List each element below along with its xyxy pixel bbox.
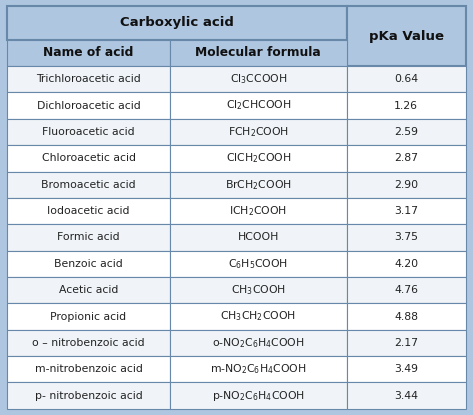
Text: o – nitrobenzoic acid: o – nitrobenzoic acid: [32, 338, 145, 348]
Text: p- nitrobenzoic acid: p- nitrobenzoic acid: [35, 391, 142, 400]
Bar: [7, 224, 170, 251]
Text: m-nitrobenzoic acid: m-nitrobenzoic acid: [35, 364, 142, 374]
Bar: [347, 303, 466, 330]
Text: CH$_3$COOH: CH$_3$COOH: [231, 283, 286, 297]
Bar: [7, 277, 170, 303]
Text: Acetic acid: Acetic acid: [59, 285, 118, 295]
Text: BrCH$_2$COOH: BrCH$_2$COOH: [225, 178, 292, 192]
Text: Trichloroacetic acid: Trichloroacetic acid: [36, 74, 141, 84]
Text: Cl$_3$CCOOH: Cl$_3$CCOOH: [229, 72, 287, 86]
Text: 3.17: 3.17: [394, 206, 418, 216]
Text: pKa Value: pKa Value: [369, 29, 444, 43]
Text: ClCH$_2$COOH: ClCH$_2$COOH: [226, 151, 291, 165]
Bar: [347, 6, 466, 66]
Bar: [170, 119, 347, 145]
Text: Dichloroacetic acid: Dichloroacetic acid: [37, 100, 140, 110]
Text: Propionic acid: Propionic acid: [51, 312, 127, 322]
Bar: [170, 277, 347, 303]
Bar: [7, 382, 170, 409]
Bar: [7, 93, 170, 119]
Bar: [7, 251, 170, 277]
Bar: [170, 303, 347, 330]
Text: 2.59: 2.59: [394, 127, 418, 137]
Bar: [7, 330, 170, 356]
Text: Formic acid: Formic acid: [57, 232, 120, 242]
Text: Iodoacetic acid: Iodoacetic acid: [47, 206, 130, 216]
Bar: [7, 66, 170, 93]
Text: 3.49: 3.49: [394, 364, 418, 374]
Text: Molecular formula: Molecular formula: [195, 46, 321, 59]
Bar: [347, 277, 466, 303]
Bar: [7, 356, 170, 382]
Text: HCOOH: HCOOH: [237, 232, 279, 242]
Text: 2.87: 2.87: [394, 153, 418, 164]
Bar: [347, 145, 466, 171]
Bar: [347, 330, 466, 356]
Text: Benzoic acid: Benzoic acid: [54, 259, 123, 269]
Bar: [347, 93, 466, 119]
Bar: [7, 198, 170, 224]
Bar: [170, 382, 347, 409]
Text: Chloroacetic acid: Chloroacetic acid: [42, 153, 136, 164]
Bar: [7, 6, 347, 40]
Bar: [170, 145, 347, 171]
Text: m-NO$_2$C$_6$H$_4$COOH: m-NO$_2$C$_6$H$_4$COOH: [210, 362, 307, 376]
Bar: [347, 356, 466, 382]
Text: FCH$_2$COOH: FCH$_2$COOH: [228, 125, 289, 139]
Text: Name of acid: Name of acid: [44, 46, 134, 59]
Text: 3.75: 3.75: [394, 232, 418, 242]
Bar: [347, 198, 466, 224]
Bar: [170, 356, 347, 382]
Text: C$_6$H$_5$COOH: C$_6$H$_5$COOH: [228, 257, 289, 271]
Bar: [347, 119, 466, 145]
Text: Fluoroacetic acid: Fluoroacetic acid: [42, 127, 135, 137]
Bar: [7, 40, 170, 66]
Bar: [7, 303, 170, 330]
Text: 4.88: 4.88: [394, 312, 418, 322]
Bar: [170, 224, 347, 251]
Text: 3.44: 3.44: [394, 391, 418, 400]
Text: o-NO$_2$C$_6$H$_4$COOH: o-NO$_2$C$_6$H$_4$COOH: [212, 336, 305, 350]
Bar: [170, 171, 347, 198]
Text: Cl$_2$CHCOOH: Cl$_2$CHCOOH: [226, 99, 291, 112]
Text: 2.90: 2.90: [394, 180, 418, 190]
Text: Carboxylic acid: Carboxylic acid: [120, 17, 234, 29]
Bar: [347, 66, 466, 93]
Text: 0.64: 0.64: [394, 74, 418, 84]
Bar: [7, 171, 170, 198]
Bar: [170, 93, 347, 119]
Bar: [170, 251, 347, 277]
Bar: [7, 119, 170, 145]
Bar: [347, 382, 466, 409]
Text: 4.20: 4.20: [394, 259, 418, 269]
Bar: [170, 198, 347, 224]
Bar: [170, 66, 347, 93]
Text: 4.76: 4.76: [394, 285, 418, 295]
Bar: [170, 40, 347, 66]
Text: 2.17: 2.17: [394, 338, 418, 348]
Bar: [347, 251, 466, 277]
Text: 1.26: 1.26: [394, 100, 418, 110]
Bar: [7, 145, 170, 171]
Bar: [347, 224, 466, 251]
Text: CH$_3$CH$_2$COOH: CH$_3$CH$_2$COOH: [220, 310, 296, 323]
Bar: [170, 330, 347, 356]
Text: ICH$_2$COOH: ICH$_2$COOH: [229, 204, 287, 218]
Text: p-NO$_2$C$_6$H$_4$COOH: p-NO$_2$C$_6$H$_4$COOH: [212, 388, 305, 403]
Bar: [347, 171, 466, 198]
Text: Bromoacetic acid: Bromoacetic acid: [41, 180, 136, 190]
